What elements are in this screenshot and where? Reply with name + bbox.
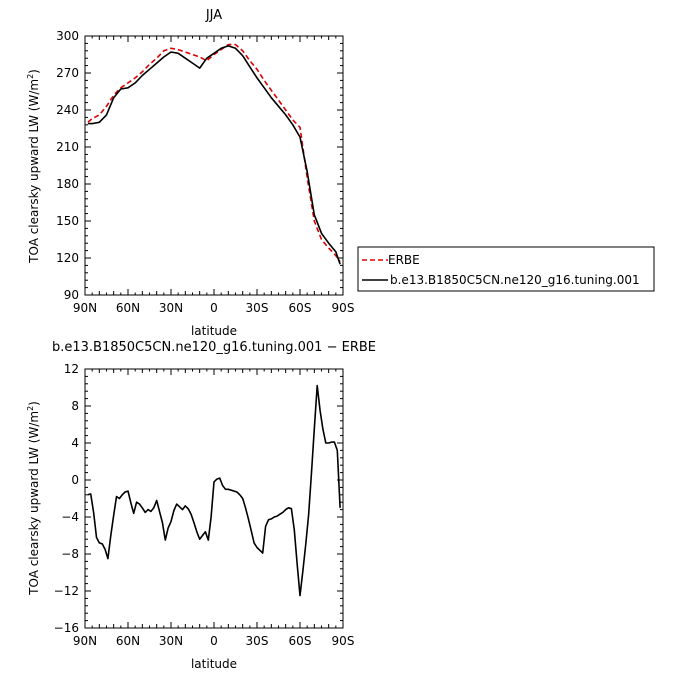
bottom-y-tick-label: 12	[64, 362, 79, 376]
bottom-y-tick-label: −16	[54, 621, 79, 635]
top-x-tick-label: 30N	[159, 301, 183, 315]
top-y-tick-label: 180	[56, 177, 79, 191]
top-y-axis-label-close: )	[27, 69, 41, 74]
legend-label-erbe: ERBE	[388, 253, 420, 267]
top-y-tick-label: 300	[56, 29, 79, 43]
top-y-tick-label: 240	[56, 103, 79, 117]
top-x-tick-label: 30S	[246, 301, 269, 315]
legend: ERBE b.e13.B1850C5CN.ne120_g16.tuning.00…	[357, 246, 655, 292]
bottom-series-line-0	[87, 384, 341, 597]
top-x-tick-label: 90S	[332, 301, 355, 315]
top-series-line-0	[87, 43, 341, 263]
bottom-x-tick-label: 0	[210, 634, 218, 648]
top-y-tick-label: 150	[56, 214, 79, 228]
bottom-chart-title: b.e13.B1850C5CN.ne120_g16.tuning.001 − E…	[52, 340, 376, 355]
top-series-line-1	[87, 45, 341, 265]
bottom-y-tick-label: 0	[71, 473, 79, 487]
bottom-y-tick-label: 8	[71, 399, 79, 413]
top-y-axis-label-superscript: 2	[26, 74, 35, 79]
bottom-x-tick-label: 30N	[159, 634, 183, 648]
bottom-y-axis-label: TOA clearsky upward LW (W/m2)	[26, 401, 41, 596]
top-y-tick-label: 120	[56, 251, 79, 265]
top-plot-frame	[84, 35, 344, 296]
top-y-axis-label: TOA clearsky upward LW (W/m2)	[26, 69, 41, 264]
legend-box	[357, 246, 655, 292]
bottom-y-axis-label-superscript: 2	[26, 406, 35, 411]
top-line-chart: JJA 90N 60N 30N 0 30S 60S 90S 90 120 150 180 210 240…	[26, 8, 655, 338]
top-x-tick-label: 60S	[289, 301, 312, 315]
bottom-difference-chart: b.e13.B1850C5CN.ne120_g16.tuning.001 − E…	[26, 340, 376, 671]
bottom-y-tick-label: −4	[61, 510, 79, 524]
bottom-x-axis-label: latitude	[191, 657, 237, 671]
bottom-y-axis-label-main: TOA clearsky upward LW (W/m	[27, 411, 41, 596]
top-y-tick-label: 90	[64, 288, 79, 302]
top-chart-title: JJA	[205, 8, 222, 23]
top-x-tick-label: 60N	[116, 301, 140, 315]
top-x-axis-label: latitude	[191, 324, 237, 338]
bottom-plot-frame	[84, 368, 344, 629]
bottom-x-tick-label: 90N	[73, 634, 97, 648]
top-y-tick-label: 270	[56, 66, 79, 80]
bottom-x-tick-label: 60S	[289, 634, 312, 648]
top-x-tick-label: 0	[210, 301, 218, 315]
bottom-x-tick-label: 90S	[332, 634, 355, 648]
top-x-tick-label: 90N	[73, 301, 97, 315]
bottom-x-tick-label: 30S	[246, 634, 269, 648]
legend-label-model: b.e13.B1850C5CN.ne120_g16.tuning.001	[390, 273, 640, 287]
bottom-x-tick-label: 60N	[116, 634, 140, 648]
top-y-tick-label: 210	[56, 140, 79, 154]
bottom-y-tick-label: 4	[71, 436, 79, 450]
bottom-y-axis-label-close: )	[27, 401, 41, 406]
top-y-axis-label-main: TOA clearsky upward LW (W/m	[27, 79, 41, 264]
bottom-y-tick-label: −8	[61, 547, 79, 561]
bottom-y-tick-label: −12	[54, 584, 79, 598]
